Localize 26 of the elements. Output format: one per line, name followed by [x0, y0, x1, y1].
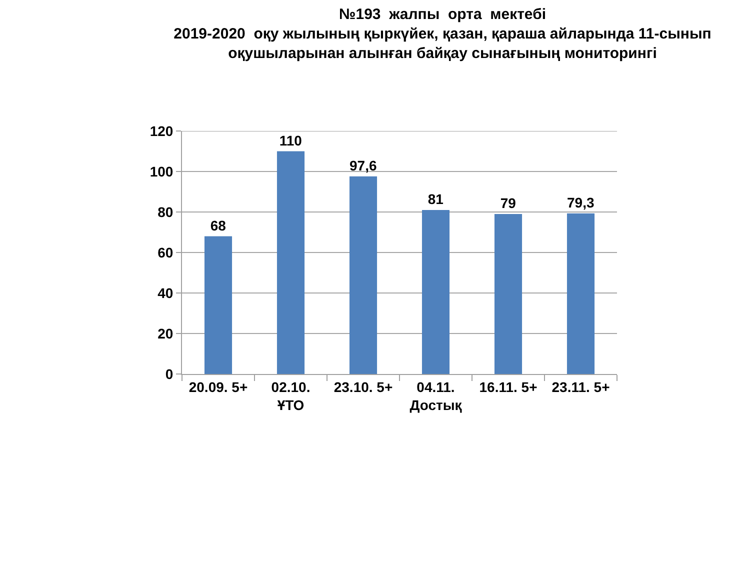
chart-title: №193 жалпы орта мектебі 2019-2020 оқу жылының қыркүйек, қазан, қараша айларында 11-сынып оқушыларынан алынған байқау сынағының мониторингі	[174, 6, 712, 62]
data-label: 79	[500, 195, 516, 212]
x-tick-label: 23.11. 5+	[552, 378, 610, 395]
y-tick-label: 40	[158, 284, 174, 301]
data-label: 110	[279, 132, 302, 148]
bar	[422, 210, 450, 374]
bar	[276, 151, 305, 374]
x-tick-label: 16.11. 5+	[479, 378, 538, 395]
bar	[566, 213, 595, 374]
x-tick-label: 04.11. Достық	[410, 378, 462, 413]
y-tick-label: 100	[150, 163, 174, 180]
x-tick-label: 02.10. ҰТО	[271, 378, 310, 413]
bar	[349, 176, 378, 374]
data-label: 81	[428, 190, 444, 207]
data-label: 68	[210, 217, 226, 234]
data-label: 79,3	[567, 194, 594, 210]
y-tick-label: 80	[158, 204, 174, 220]
y-tick-label: 60	[158, 244, 174, 260]
bar	[204, 236, 232, 374]
x-tick-label: 23.10. 5+	[334, 378, 393, 395]
y-tick-label: 20	[158, 325, 174, 342]
data-label: 97,6	[350, 157, 377, 174]
y-tick-label: 120	[150, 122, 174, 139]
x-tick-label: 20.09. 5+	[188, 378, 248, 395]
bar	[494, 214, 522, 374]
y-tick-label: 0	[165, 366, 174, 382]
